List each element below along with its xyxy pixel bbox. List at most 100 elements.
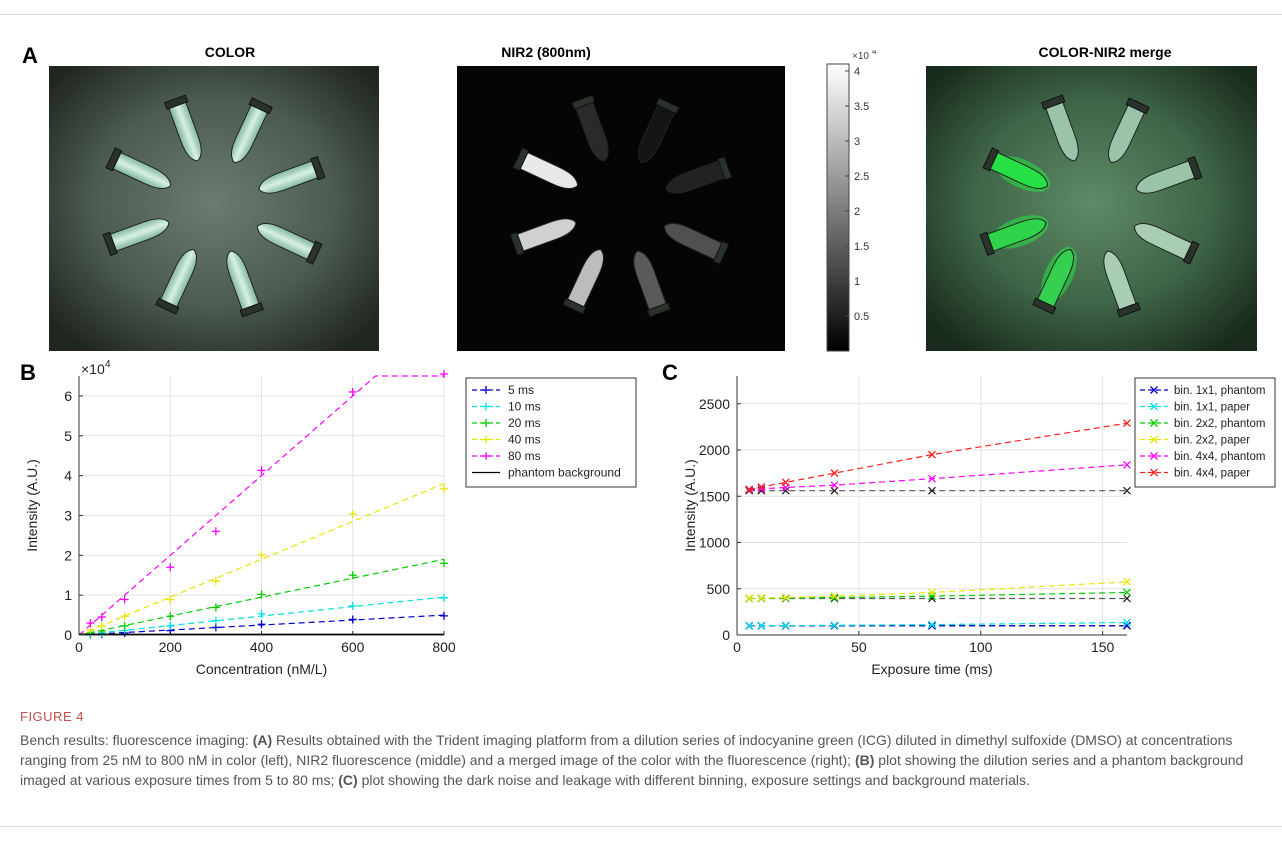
series-line: [749, 621, 1128, 627]
caption-b-label: (B): [854, 752, 875, 768]
data-point: [211, 623, 220, 632]
dark-reference-point: [1123, 486, 1131, 495]
tube: [258, 156, 326, 194]
data-point: [211, 577, 220, 586]
data-point: [1123, 419, 1131, 428]
tube: [155, 249, 197, 315]
x-tick-label: 600: [341, 639, 365, 655]
data-point: [928, 474, 936, 483]
tube: [1103, 250, 1141, 318]
data-point: [257, 620, 266, 629]
caption-intro: Bench results: fluorescence imaging:: [20, 732, 253, 748]
tube: [1108, 97, 1150, 163]
data-point: [120, 612, 129, 621]
x-tick-label: 100: [969, 639, 993, 655]
data-point: [745, 594, 754, 603]
tube: [1135, 156, 1203, 194]
panel-a-label: A: [22, 43, 38, 68]
legend-marker: [482, 386, 490, 394]
y-tick-label: 0: [722, 627, 730, 643]
tube: [664, 223, 730, 265]
caption-c-text: plot showing the dark noise and leakage …: [357, 772, 1030, 788]
y-tick-label: 1000: [699, 535, 730, 551]
legend-label: 80 ms: [508, 449, 541, 463]
legend-label: bin. 4x4, paper: [1174, 468, 1250, 480]
y-tick-label: 0: [64, 627, 72, 643]
legend-label: bin. 1x1, phantom: [1174, 385, 1265, 397]
data-point: [781, 621, 790, 630]
legend-marker: [1150, 435, 1158, 444]
tube: [231, 97, 273, 163]
data-point: [257, 590, 266, 599]
legend-box: [1134, 377, 1276, 488]
legend-label: bin. 1x1, paper: [1174, 402, 1250, 414]
tube: [102, 218, 170, 256]
tubes-nir2: [509, 94, 733, 318]
y-tick-label: 2500: [699, 396, 730, 412]
y-axis-label: Intensity (A.U.): [24, 459, 40, 552]
x-tick-label: 50: [851, 639, 867, 655]
data-point: [757, 594, 766, 602]
caption-b-text: plot showing the dilution series and a p…: [20, 752, 1244, 788]
y-tick-label: 6: [64, 388, 72, 404]
data-point: [440, 484, 448, 493]
data-point: [928, 592, 936, 601]
chart-b: 0 200 400 600 800 0 1 2 3 4 5 6 Concentration (nM/L)…: [20, 358, 650, 688]
tube: [665, 156, 733, 194]
series-fit-line: [78, 558, 445, 636]
caption-a-label: (A): [252, 732, 273, 748]
colorbar-tick-label: 3.5: [854, 101, 869, 113]
legend-label: 40 ms: [508, 433, 541, 447]
data-point: [166, 621, 175, 630]
data-point: [86, 626, 95, 635]
panel-b-label: B: [20, 360, 36, 385]
legend-label: 20 ms: [508, 416, 541, 430]
tube: [633, 250, 671, 318]
tube: [638, 97, 680, 163]
dark-reference-point: [781, 486, 790, 495]
y-tick-label: 1500: [699, 488, 730, 504]
tube: [979, 215, 1049, 256]
colorbar-tick-label: 4: [854, 66, 860, 78]
data-point: [1123, 460, 1131, 469]
legend-marker: [482, 435, 490, 444]
tube: [509, 218, 577, 256]
legend-marker: [482, 452, 490, 460]
dark-reference-point: [1123, 594, 1131, 603]
y-tick-label: 3: [64, 507, 72, 523]
data-point: [257, 550, 266, 559]
bottom-divider: [0, 826, 1282, 827]
data-point: [928, 620, 936, 629]
data-point: [211, 527, 220, 536]
chart-b-svg: 0 200 400 600 800 0 1 2 3 4 5 6 Concentration (nM/L)…: [24, 359, 637, 677]
tubes-merge: [979, 94, 1203, 318]
colorbar-tick-label: 2: [854, 206, 860, 218]
x-tick-label: 200: [159, 639, 183, 655]
y-tick-label: 4: [64, 468, 72, 484]
legend-marker: [1150, 386, 1158, 394]
x-tick-label: 400: [250, 639, 274, 655]
data-point: [348, 615, 357, 624]
tube: [571, 94, 609, 162]
data-point: [440, 559, 448, 568]
legend-label: bin. 2x2, paper: [1174, 435, 1250, 447]
colorbar-tick-label: 1.5: [854, 241, 869, 253]
tube: [1032, 247, 1077, 315]
legend-label: 5 ms: [508, 383, 534, 397]
data-point: [1123, 588, 1131, 597]
data-point: [928, 621, 936, 630]
data-point: [757, 483, 766, 491]
data-point: [348, 387, 357, 396]
legend-marker: [1150, 419, 1158, 427]
y-exponent: 4: [105, 359, 111, 370]
data-point: [781, 478, 790, 487]
tubes-color: [102, 94, 326, 318]
data-point: [257, 609, 266, 618]
data-point: [830, 481, 839, 490]
nir2-image: [457, 66, 785, 351]
figure-caption: Bench results: fluorescence imaging: (A)…: [20, 730, 1250, 790]
y-tick-label: 5: [64, 428, 72, 444]
data-point: [1123, 577, 1131, 586]
y-tick-label: 2000: [699, 442, 730, 458]
